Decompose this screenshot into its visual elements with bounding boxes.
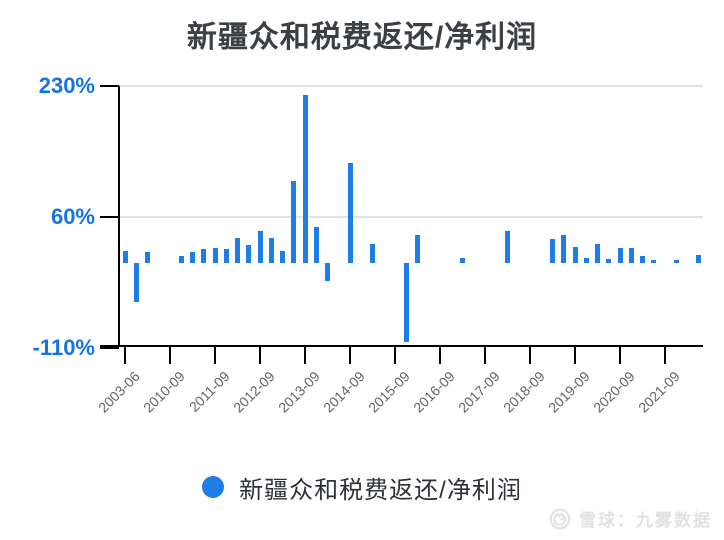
bar[interactable] [505, 231, 510, 263]
bar[interactable] [561, 235, 566, 263]
y-axis-label: -110% [32, 335, 95, 360]
bar[interactable] [415, 235, 420, 263]
x-axis-label: 2012-09 [229, 368, 278, 416]
gridline [119, 216, 703, 218]
x-axis-label: 2014-09 [319, 368, 368, 416]
y-axis-label: 230% [38, 73, 95, 98]
x-axis-tick [304, 347, 306, 364]
x-axis-tick [484, 347, 486, 364]
x-axis [100, 345, 703, 347]
x-axis-label: 2020-09 [589, 368, 638, 416]
bar[interactable] [460, 258, 465, 263]
bar[interactable] [201, 249, 206, 263]
bar[interactable] [640, 256, 645, 263]
x-axis-label: 2018-09 [499, 368, 548, 416]
bar[interactable] [213, 248, 218, 263]
x-axis-label: 2017-09 [454, 368, 503, 416]
x-axis-tick [394, 347, 396, 364]
bar[interactable] [303, 95, 308, 263]
bar[interactable] [145, 252, 150, 263]
y-axis-tick [100, 347, 119, 349]
bar[interactable] [179, 256, 184, 263]
x-axis-tick [529, 347, 531, 364]
y-axis-tick [100, 216, 119, 218]
x-axis-label: 2010-09 [139, 368, 188, 416]
x-axis-label: 2016-09 [409, 368, 458, 416]
bar[interactable] [584, 258, 589, 263]
bar[interactable] [235, 238, 240, 263]
x-axis-tick [619, 347, 621, 364]
bar[interactable] [595, 244, 600, 263]
chart-title: 新疆众和税费返还/净利润 [186, 21, 538, 54]
bar[interactable] [246, 245, 251, 263]
bar[interactable] [269, 238, 274, 263]
x-axis-tick [349, 347, 351, 364]
bar[interactable] [370, 244, 375, 263]
bar[interactable] [280, 251, 285, 263]
watermark: 雪球：九雾数据 [549, 506, 712, 531]
y-axis [118, 86, 120, 347]
bar[interactable] [573, 247, 578, 263]
bar[interactable] [258, 231, 263, 263]
watermark-text: 雪球：九雾数据 [579, 511, 712, 530]
gridline [119, 85, 703, 87]
x-axis-tick [574, 347, 576, 364]
y-axis-tick [100, 85, 119, 87]
x-axis-tick [214, 347, 216, 364]
bar[interactable] [348, 163, 353, 263]
x-axis-label: 2003-06 [94, 368, 143, 416]
bar[interactable] [134, 263, 139, 302]
x-axis-tick [664, 347, 666, 364]
bar[interactable] [190, 252, 195, 263]
bar[interactable] [651, 260, 656, 263]
bar[interactable] [291, 181, 296, 263]
bar[interactable] [629, 248, 634, 263]
legend-marker-icon [202, 476, 225, 498]
x-axis-label: 2015-09 [364, 368, 413, 416]
y-axis-label: 60% [50, 204, 95, 229]
x-axis-label: 2021-09 [634, 368, 683, 416]
bar[interactable] [404, 263, 409, 342]
x-axis-tick [124, 347, 126, 364]
bar[interactable] [550, 239, 555, 263]
bar[interactable] [224, 249, 229, 263]
x-axis-label: 2019-09 [544, 368, 593, 416]
bar[interactable] [606, 259, 611, 263]
x-axis-tick [259, 347, 261, 364]
bar[interactable] [618, 248, 623, 263]
bar[interactable] [314, 227, 319, 263]
bar[interactable] [674, 260, 679, 263]
bar[interactable] [325, 263, 330, 281]
legend-label: 新疆众和税费返还/净利润 [239, 476, 522, 504]
xueqiu-snowball-logo-icon [549, 508, 571, 529]
x-axis-label: 2013-09 [274, 368, 323, 416]
x-axis-tick [439, 347, 441, 364]
bar[interactable] [123, 251, 128, 263]
legend-item[interactable]: 新疆众和税费返还/净利润 [0, 470, 724, 504]
bar[interactable] [696, 255, 701, 263]
x-axis-label: 2011-09 [185, 368, 233, 415]
x-axis-tick [169, 347, 171, 364]
